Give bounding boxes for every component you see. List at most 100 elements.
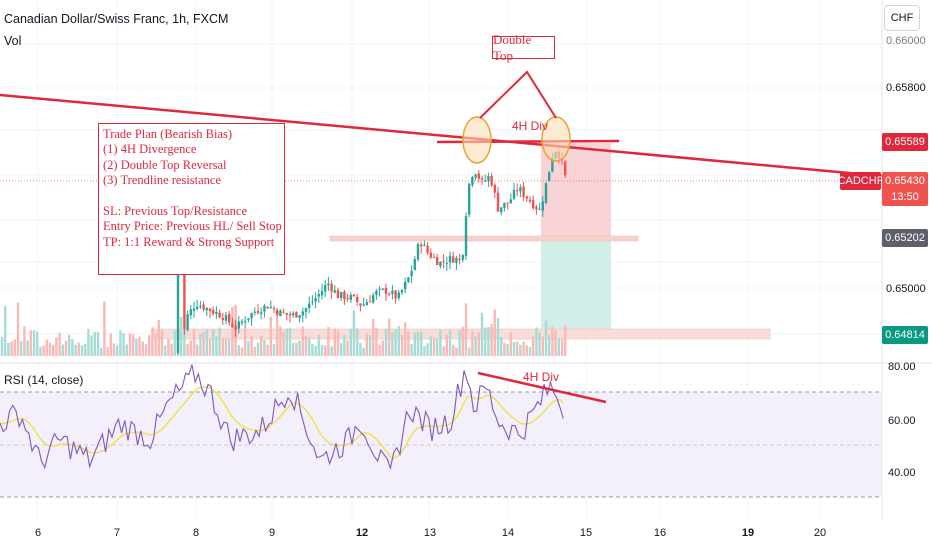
candle-body-4 (189, 309, 192, 316)
volume-bar-21 (68, 334, 71, 356)
volume-bar-154 (493, 309, 496, 356)
volume-bar-129 (413, 332, 416, 356)
candle-body-49 (333, 290, 336, 293)
volume-bar-160 (512, 342, 516, 356)
volume-bar-84 (269, 317, 272, 356)
rsi-ma-line (0, 386, 564, 459)
candle-body-61 (372, 295, 375, 303)
volume-bar-33 (106, 346, 109, 356)
double-top-label[interactable]: Double Top (492, 32, 555, 63)
divergence-label-price: 4H Div (512, 119, 548, 133)
candle-body-5 (192, 308, 196, 311)
volume-bar-27 (87, 328, 90, 356)
volume-bar-157 (503, 342, 506, 356)
candle-body-11 (212, 310, 215, 314)
volume-bar-41 (132, 334, 135, 356)
volume-bar-39 (125, 344, 128, 356)
volume-bar-54 (173, 330, 176, 356)
volume-bar-96 (308, 337, 311, 356)
trendline[interactable] (0, 93, 883, 178)
candle-body-50 (336, 290, 340, 299)
candle-body-96 (484, 180, 487, 182)
candle-body-45 (320, 291, 324, 296)
candle-body-39 (301, 311, 304, 316)
volume-bar-151 (484, 327, 487, 356)
volume-bar-46 (148, 334, 151, 356)
volume-bar-25 (80, 345, 84, 356)
top-circle-left[interactable] (462, 116, 492, 164)
rsi-divergence-line[interactable] (477, 371, 607, 404)
volume-bar-12 (39, 347, 42, 356)
candle-body-101 (500, 207, 503, 213)
time-tick-19: 19 (742, 527, 754, 539)
time-tick-16: 16 (654, 527, 666, 539)
candle-body-71 (404, 281, 407, 290)
candle-body-67 (391, 290, 394, 295)
volume-bar-7 (23, 326, 26, 356)
candle-body-8 (202, 304, 205, 310)
volume-bar-167 (535, 327, 538, 356)
candle-body-68 (394, 290, 397, 299)
price-tick-1: 0.65800 (886, 82, 926, 94)
volume-bar-86 (276, 316, 279, 356)
trade-plan-note[interactable]: Trade Plan (Bearish Bias) (1) 4H Diverge… (98, 123, 285, 275)
currency-button[interactable]: CHF (884, 5, 920, 31)
candle-body-15 (224, 315, 228, 321)
countdown: 13:50 (891, 191, 919, 203)
last-price-value: 0.65430 (885, 175, 925, 187)
rsi-label: RSI (14, close) (4, 373, 84, 387)
volume-bar-113 (362, 347, 365, 356)
volume-bar-38 (122, 333, 125, 356)
volume-bar-108 (346, 340, 349, 356)
candle-body-117 (551, 157, 554, 172)
candle-body-81 (436, 257, 439, 266)
volume-bar-78 (250, 336, 253, 356)
candle-body-6 (196, 306, 199, 310)
volume-bar-135 (432, 337, 436, 356)
candle-body-76 (420, 244, 423, 247)
volume-bar-93 (298, 340, 301, 356)
candle-body-89 (461, 255, 464, 260)
candle-body-86 (452, 256, 455, 263)
volume-bar-6 (20, 341, 23, 356)
candle-body-57 (359, 303, 362, 306)
candle-body-35 (288, 313, 292, 316)
volume-bar-156 (500, 336, 503, 356)
volume-bar-37 (119, 330, 122, 356)
candle-body-41 (308, 303, 311, 309)
volume-bar-72 (231, 306, 234, 356)
volume-bar-122 (391, 332, 394, 356)
candle-body-31 (276, 309, 279, 316)
time-tick-15: 15 (580, 527, 592, 539)
volume-bar-87 (279, 326, 282, 356)
volume-bar-17 (55, 337, 58, 356)
volume-bar-109 (349, 328, 352, 356)
stop-loss-tag: 0.65589 (882, 133, 928, 151)
candle-body-43 (314, 298, 317, 302)
volume-bar-48 (154, 333, 157, 356)
volume-bar-158 (506, 344, 509, 356)
volume-bar-138 (442, 346, 445, 356)
volume-bar-132 (423, 345, 426, 356)
volume-bar-58 (186, 343, 189, 356)
volume-bar-130 (416, 331, 420, 356)
candle-body-112 (535, 206, 538, 210)
volume-bar-47 (151, 327, 154, 356)
volume-bar-123 (394, 329, 397, 356)
candle-body-116 (548, 171, 551, 182)
volume-bar-4 (13, 339, 16, 356)
candle-body-44 (317, 294, 320, 297)
volume-bar-40 (128, 333, 132, 356)
volume-bar-59 (189, 340, 192, 356)
candle-body-100 (496, 192, 500, 212)
volume-bar-51 (164, 345, 167, 356)
candle-body-55 (352, 294, 356, 297)
volume-bar-150 (480, 312, 484, 356)
volume-bar-172 (551, 326, 554, 356)
candle-body-14 (221, 317, 224, 321)
volume-bar-105 (336, 330, 340, 356)
candle-body-72 (407, 277, 410, 282)
candle-body-46 (324, 285, 327, 292)
